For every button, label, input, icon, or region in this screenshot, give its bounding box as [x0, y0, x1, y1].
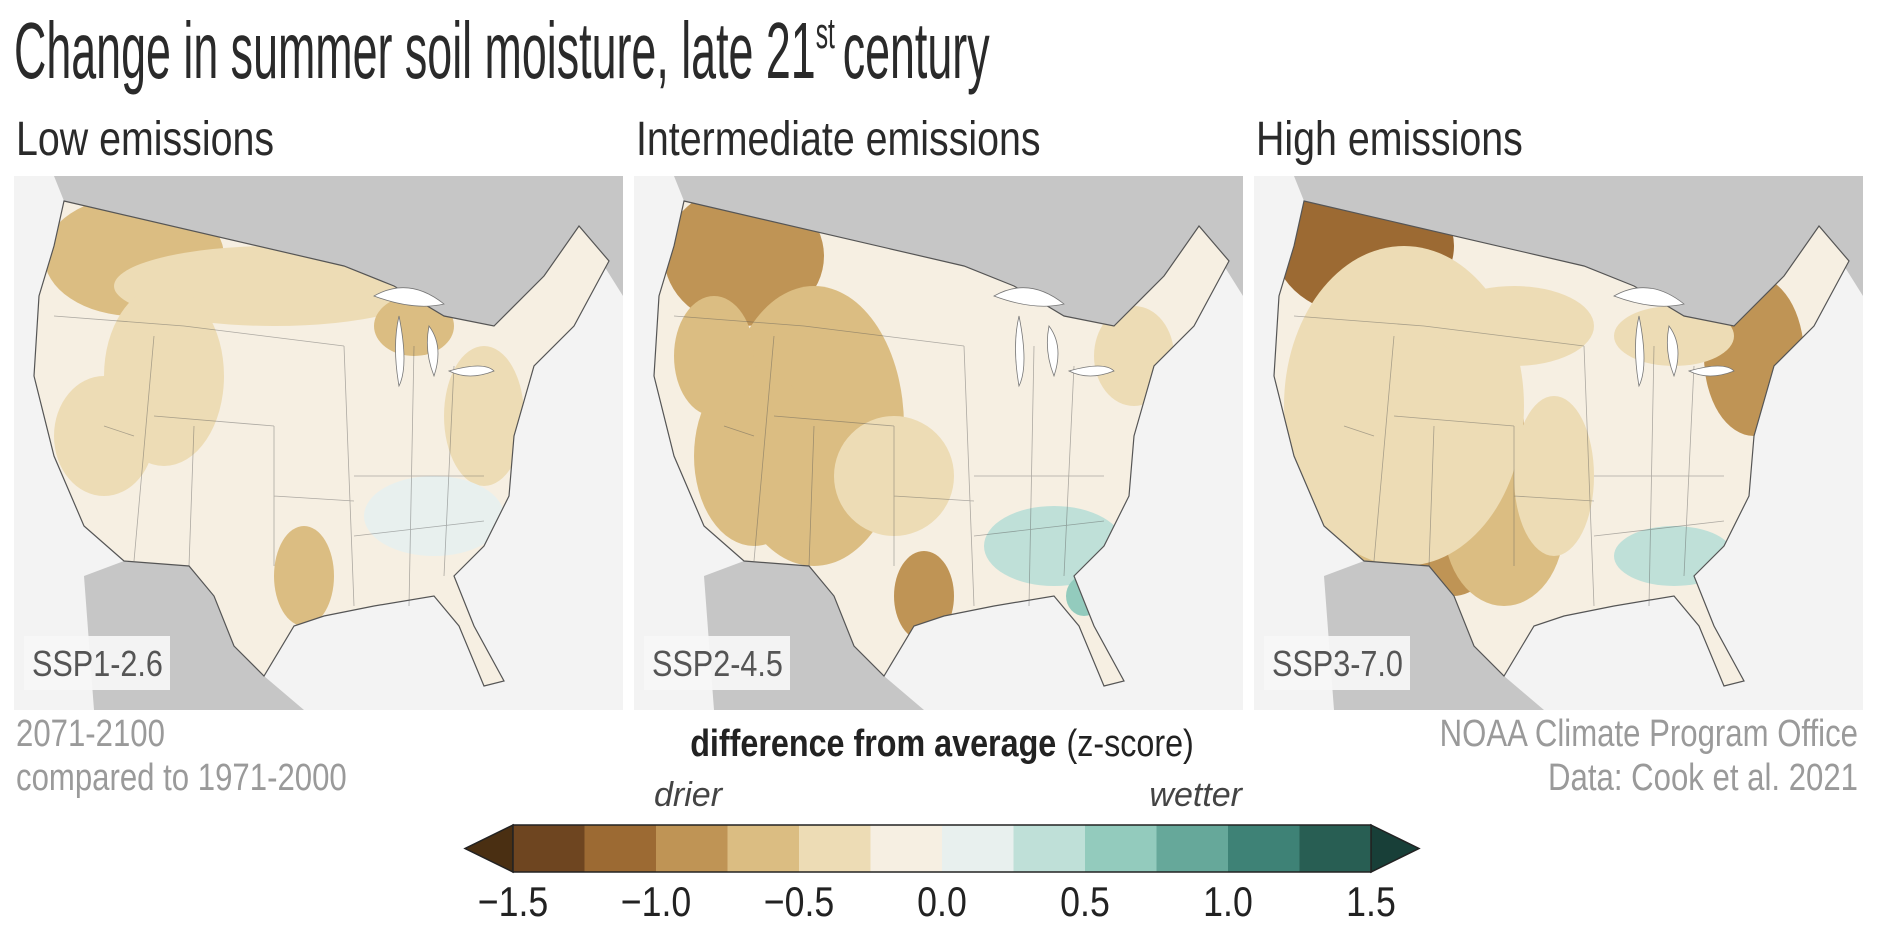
legend-title-rest: (z-score) — [1066, 723, 1193, 765]
tick-label: −0.5 — [764, 879, 834, 925]
colorbar-bin — [942, 825, 1014, 872]
panel-heading-group: High emissions — [1256, 112, 1523, 166]
tick-group: −1.5 — [478, 879, 548, 925]
legend-title-text: difference from average (z-score) — [690, 723, 1194, 765]
legend-title: difference from average (z-score) — [690, 723, 1194, 765]
colorbar-bin — [656, 825, 728, 872]
tick-group: 1.5 — [1346, 879, 1396, 925]
scenario-box — [1264, 636, 1410, 690]
period-line: 2071-2100 — [16, 713, 165, 755]
credit-line: NOAA Climate Program Office — [1440, 713, 1858, 755]
anomaly-field — [44, 201, 524, 626]
scenario-group: SSP2-4.5 — [652, 645, 783, 685]
title-group: Change in summer soil moisture, late 21s… — [14, 5, 990, 95]
colorbar-bin — [1085, 825, 1157, 872]
anomaly-area — [364, 476, 504, 556]
anomaly-area — [674, 296, 754, 416]
scenario-label: SSP1-2.6 — [32, 645, 163, 685]
tick-group: −0.5 — [764, 879, 834, 925]
legend-title-bold: difference from average — [690, 723, 1056, 765]
tick-label: 0.0 — [917, 879, 967, 925]
tick-label: 0.5 — [1060, 879, 1110, 925]
colorbar-frame — [512, 824, 1372, 873]
period-line: compared to 1971-2000 — [16, 757, 347, 799]
tick-group: 1.0 — [1203, 879, 1253, 925]
scenario-label: SSP3-7.0 — [1272, 645, 1403, 685]
legend-low-label: drier — [654, 776, 724, 814]
anomaly-area — [444, 346, 524, 486]
tick-label: −1.0 — [621, 879, 691, 925]
title-text: Change in summer soil moisture, late 21 — [14, 5, 816, 95]
anomaly-area — [1434, 286, 1594, 366]
panels: SSP1-2.6 SSP2-4.5 SSP3-7.0 — [14, 176, 1863, 710]
anomaly-area — [54, 376, 154, 496]
anomaly-area — [1514, 396, 1594, 556]
map-panel: SSP1-2.6 — [14, 176, 623, 710]
credit-group: NOAA Climate Program Office Data: Cook e… — [1440, 713, 1858, 799]
period-group: 2071-2100 compared to 1971-2000 — [16, 713, 347, 799]
map-panel: SSP3-7.0 — [1254, 176, 1863, 710]
colorbar-bin — [1228, 825, 1300, 872]
colorbar-under — [463, 823, 514, 874]
colorbar-bin — [1013, 825, 1086, 872]
panel-heading-group: Low emissions — [16, 112, 274, 166]
panel-heading-group: Intermediate emissions — [636, 112, 1041, 166]
scenario-group: SSP3-7.0 — [1272, 645, 1403, 685]
colorbar-bin — [1156, 825, 1229, 872]
panel-heading: Low emissions — [16, 112, 274, 166]
tick-group: 0.5 — [1060, 879, 1110, 925]
colorbar-bin — [799, 825, 871, 872]
credit-line: Data: Cook et al. 2021 — [1548, 757, 1858, 799]
scenario-box — [644, 636, 790, 690]
colorbar-bin — [513, 825, 585, 872]
panel-heading: Intermediate emissions — [636, 112, 1041, 166]
chart-title: Change in summer soil moisture, late 21s… — [14, 5, 990, 95]
tick-group: 0.0 — [917, 879, 967, 925]
panel-heading: High emissions — [1256, 112, 1523, 166]
title-suffix: century — [843, 5, 990, 95]
tick-group: −1.0 — [621, 879, 691, 925]
colorbar-bin — [870, 825, 943, 872]
colorbar-bin — [1299, 825, 1372, 872]
colorbar: −1.5 −1.0 −0.5 0.0 0.5 1.0 1.5 — [463, 823, 1421, 926]
scenario-group: SSP1-2.6 — [32, 645, 163, 685]
map-panel: SSP2-4.5 — [634, 176, 1243, 710]
colorbar-bin — [727, 825, 800, 872]
scenario-box — [24, 636, 170, 690]
anomaly-area — [274, 526, 334, 626]
colorbar-over — [1370, 823, 1421, 874]
anomaly-field — [1274, 201, 1804, 606]
tick-label: 1.5 — [1346, 879, 1396, 925]
legend-high-label: wetter — [1149, 776, 1243, 814]
tick-label: −1.5 — [478, 879, 548, 925]
tick-label: 1.0 — [1203, 879, 1253, 925]
title-superscript: st — [816, 9, 835, 58]
colorbar-bin — [584, 825, 657, 872]
scenario-label: SSP2-4.5 — [652, 645, 783, 685]
